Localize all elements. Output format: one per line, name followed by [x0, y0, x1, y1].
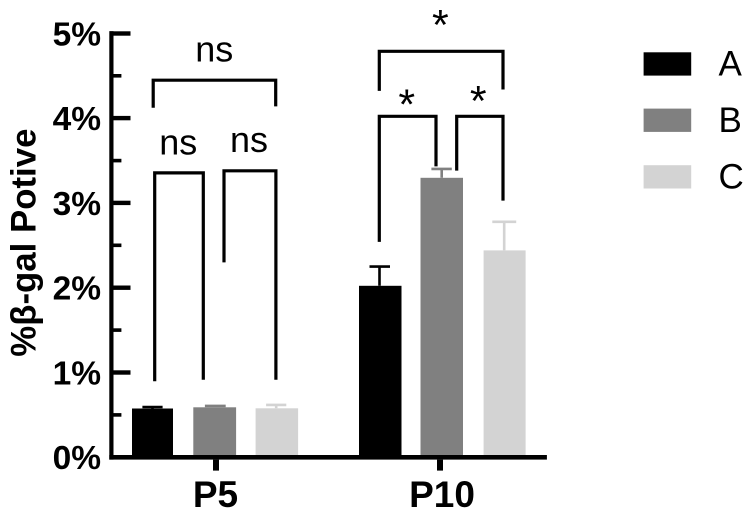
svg-text:ns: ns	[159, 121, 197, 162]
svg-text:3%: 3%	[53, 186, 101, 223]
svg-text:B: B	[719, 101, 742, 140]
svg-text:P10: P10	[409, 474, 475, 515]
svg-text:ns: ns	[195, 28, 233, 69]
svg-text:*: *	[470, 78, 487, 126]
svg-text:*: *	[432, 1, 449, 49]
svg-text:5%: 5%	[53, 17, 101, 54]
svg-text:C: C	[719, 158, 744, 197]
svg-text:ns: ns	[230, 119, 268, 160]
svg-text:*: *	[398, 81, 415, 129]
svg-text:%β-gal Potive: %β-gal Potive	[4, 129, 43, 357]
svg-text:0%: 0%	[53, 440, 101, 477]
svg-text:A: A	[719, 45, 743, 84]
svg-text:4%: 4%	[53, 101, 101, 138]
svg-text:P5: P5	[193, 474, 238, 515]
svg-text:2%: 2%	[53, 271, 101, 308]
svg-text:1%: 1%	[53, 355, 101, 392]
